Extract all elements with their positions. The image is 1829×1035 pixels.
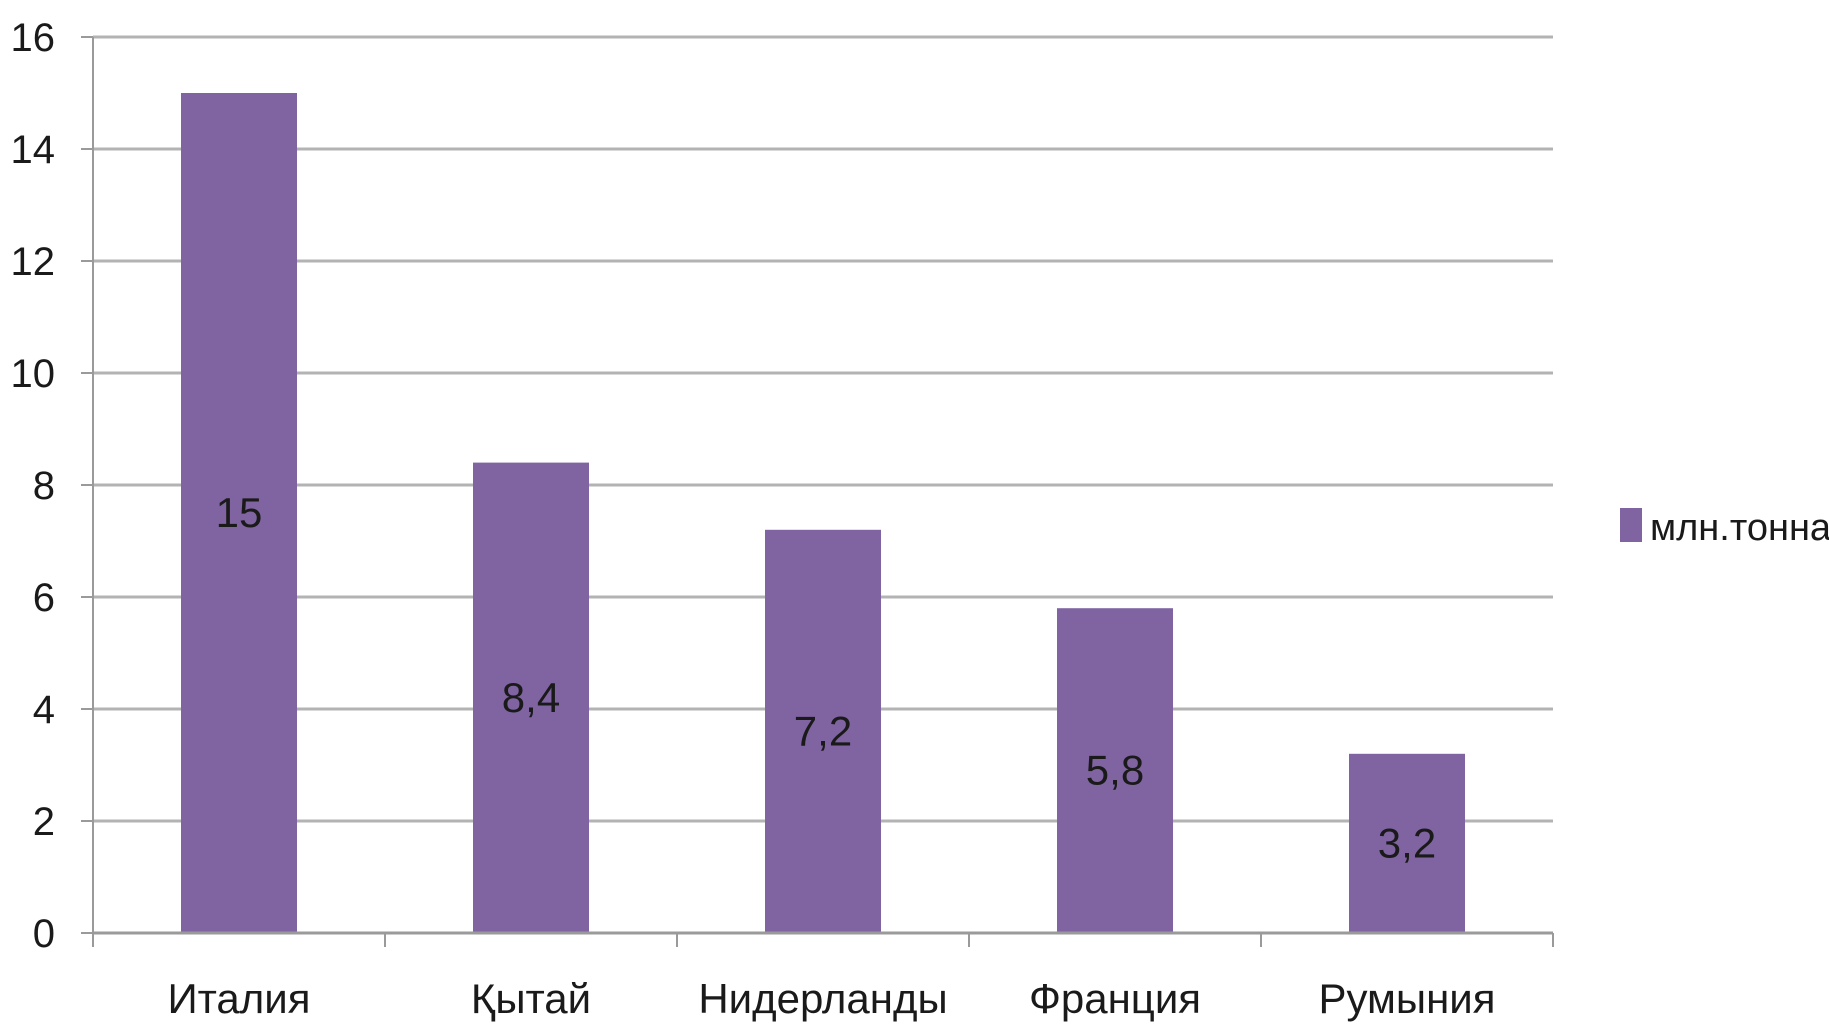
y-axis-tick-labels: 0 2 4 6 8 10 12 14 16 bbox=[11, 16, 56, 956]
x-category-label: Франция bbox=[1029, 975, 1201, 1022]
y-tick-label: 12 bbox=[11, 240, 56, 284]
bars bbox=[181, 93, 1465, 933]
bar bbox=[1349, 753, 1465, 933]
bar bbox=[181, 93, 297, 933]
bar bbox=[765, 529, 881, 933]
data-labels: 15 8,4 7,2 5,8 3,2 bbox=[216, 489, 1437, 866]
y-tick-label: 16 bbox=[11, 16, 56, 60]
data-label: 15 bbox=[216, 489, 263, 536]
x-category-label: Румыния bbox=[1318, 975, 1495, 1022]
bar bbox=[1057, 608, 1173, 933]
y-tick-label: 0 bbox=[33, 912, 55, 956]
legend: млн.тонна bbox=[1620, 507, 1829, 549]
x-axis-category-labels: Италия Қытай Нидерланды Франция Румыния bbox=[167, 975, 1495, 1022]
axes bbox=[81, 36, 1554, 947]
y-tick-label: 10 bbox=[11, 352, 56, 396]
bar bbox=[473, 462, 589, 933]
y-tick-label: 6 bbox=[33, 576, 55, 620]
y-tick-label: 8 bbox=[33, 464, 55, 508]
y-tick-label: 2 bbox=[33, 800, 55, 844]
x-category-label: Нидерланды bbox=[698, 975, 947, 1022]
legend-swatch bbox=[1620, 508, 1642, 542]
x-category-label: Қытай bbox=[471, 975, 591, 1022]
data-label: 8,4 bbox=[502, 674, 560, 721]
data-label: 5,8 bbox=[1086, 747, 1144, 794]
data-label: 7,2 bbox=[794, 707, 852, 754]
legend-label: млн.тонна bbox=[1650, 507, 1829, 549]
data-label: 3,2 bbox=[1378, 819, 1436, 866]
y-tick-label: 14 bbox=[11, 128, 56, 172]
y-tick-label: 4 bbox=[33, 688, 55, 732]
x-category-label: Италия bbox=[167, 975, 310, 1022]
